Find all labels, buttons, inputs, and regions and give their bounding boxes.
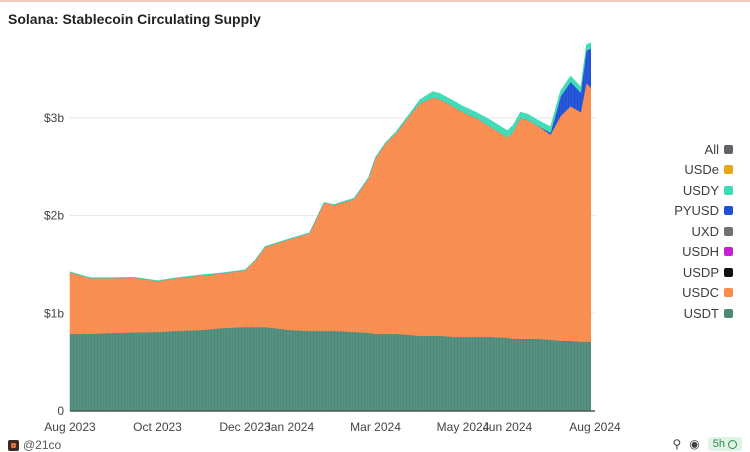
x-tick-label: Jan 2024 — [265, 420, 315, 434]
legend-swatch — [724, 226, 733, 236]
check-icon — [728, 439, 737, 449]
legend: All USDe USDY PYUSD UXD USDH USDP USDC USDT — [674, 139, 733, 324]
code-icon[interactable]: ⚲ — [672, 437, 682, 451]
x-tick-label: Aug 2024 — [569, 420, 621, 434]
camera-icon[interactable]: ◉ — [689, 437, 700, 451]
y-tick-label: $2b — [44, 209, 64, 223]
legend-swatch — [724, 165, 733, 175]
legend-item-pyusd[interactable]: PYUSD — [674, 201, 733, 222]
top-border — [0, 0, 750, 2]
legend-label: USDe — [684, 162, 719, 178]
legend-swatch — [724, 206, 733, 216]
legend-swatch — [724, 144, 733, 154]
y-tick-label: $3b — [44, 111, 64, 125]
creator-handle[interactable]: @21co — [23, 438, 62, 452]
y-tick-label: $1b — [44, 306, 64, 320]
legend-swatch — [724, 247, 733, 257]
legend-item-usdh[interactable]: USDH — [674, 242, 733, 263]
legend-swatch — [724, 288, 733, 298]
legend-swatch — [724, 185, 733, 195]
x-tick-label: Jun 2024 — [483, 420, 533, 434]
y-tick-label: 0 — [57, 404, 64, 418]
legend-label: UXD — [691, 223, 719, 239]
legend-item-usdp[interactable]: USDP — [674, 262, 733, 283]
legend-label: USDY — [682, 182, 719, 198]
legend-label: USDP — [682, 264, 719, 280]
series-area-usdy — [69, 42, 591, 282]
chart-title: Solana: Stablecoin Circulating Supply — [8, 11, 261, 27]
legend-swatch — [724, 267, 733, 277]
series-area-usdt — [69, 326, 591, 412]
legend-label: USDH — [682, 244, 719, 260]
legend-label: All — [704, 141, 719, 157]
series-area-usdc — [69, 82, 591, 342]
x-tick-label: May 2024 — [437, 420, 490, 434]
refresh-badge[interactable]: 5h — [707, 437, 742, 451]
footer: @21co — [8, 438, 61, 452]
toolbar: ⚲ ◉ 5h — [672, 437, 742, 451]
x-tick-label: Aug 2023 — [44, 420, 96, 434]
x-tick-label: Mar 2024 — [350, 420, 401, 434]
legend-label: PYUSD — [674, 203, 719, 219]
legend-item-usde[interactable]: USDe — [674, 160, 733, 181]
legend-item-all[interactable]: All — [674, 139, 733, 160]
legend-item-usdy[interactable]: USDY — [674, 180, 733, 201]
legend-swatch — [724, 308, 733, 318]
series-layer — [69, 30, 591, 412]
legend-item-usdt[interactable]: USDT — [674, 303, 733, 324]
x-tick-label: Oct 2023 — [133, 420, 182, 434]
legend-label: USDC — [682, 285, 719, 301]
legend-item-usdc[interactable]: USDC — [674, 283, 733, 304]
x-tick-label: Dec 2023 — [219, 420, 271, 434]
refresh-age: 5h — [712, 438, 725, 450]
brand-logo-icon — [8, 439, 19, 451]
legend-item-uxd[interactable]: UXD — [674, 221, 733, 242]
legend-label: USDT — [683, 305, 719, 321]
